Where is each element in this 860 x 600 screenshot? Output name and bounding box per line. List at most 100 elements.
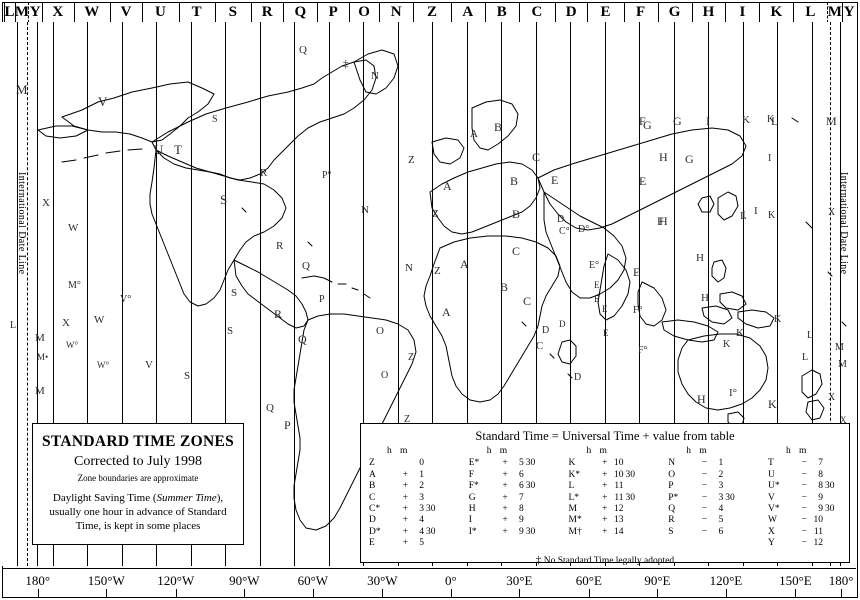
offset-hours: 4 (419, 515, 424, 526)
offset-hours: 1 (718, 458, 724, 469)
map-zone-letter-18: S (212, 114, 218, 125)
offset-minutes (526, 470, 542, 481)
offset-table-column-1: h m E* +5 30 F +6 F* +6 30 G +7 H +8 I +9 I* +9 30 (469, 446, 542, 550)
hours-unit-label: h (586, 446, 592, 456)
offset-sign: + (502, 526, 508, 537)
zone-letter-divider-15 (450, 2, 452, 23)
offset-sign: + (602, 504, 608, 515)
map-zone-letter-47: B (510, 174, 519, 188)
zone-letter-cell-14: Z (427, 4, 438, 20)
map-zone-letter-9: W° (66, 340, 79, 350)
offset-hours: 6 (718, 526, 724, 537)
zone-letter-cell-3: X (52, 4, 64, 20)
offset-hours: 1 (419, 469, 424, 480)
offset-table-row: Q −4 (668, 504, 741, 515)
zone-letter-divider-4 (73, 2, 75, 23)
dst-text-a: Daylight Saving Time ( (52, 492, 157, 504)
map-zone-letter-84: I (754, 205, 758, 217)
map-zone-letter-13: M (35, 385, 45, 397)
offset-table-row: V −9 (768, 493, 841, 504)
zone-letter-divider-14 (413, 2, 415, 23)
offset-table-column-2: h m K +10 K* +10 30 L +11 L* +11 30 M +12 M* +13 M† +14 (569, 446, 642, 550)
offset-hours: 10 (614, 469, 624, 480)
zone-letter-divider-22 (691, 2, 693, 23)
offset-sign: + (502, 458, 508, 469)
offset-hours: 11 (614, 492, 624, 503)
offset-sign: − (701, 458, 708, 469)
map-zone-letter-66: D (574, 372, 582, 383)
map-zone-letter-15: V (98, 94, 108, 109)
map-zone-letter-75: H (659, 150, 668, 164)
map-zone-letter-55: C (536, 340, 544, 352)
map-zone-letter-27: Q (302, 260, 310, 272)
map-zone-letter-21: ‡ (343, 58, 349, 70)
offset-minutes (426, 493, 442, 504)
offset-table-row: C +3 (369, 493, 442, 504)
map-zone-letter-72: F° (633, 305, 643, 316)
zone-letter-cell-2: Y (29, 4, 41, 20)
longitude-label-10: 120°E (709, 573, 743, 588)
offset-sign: − (701, 515, 708, 526)
dst-text-d: Time, is kept in some places (75, 520, 201, 532)
offset-sign: + (402, 538, 408, 549)
zone-key: M (568, 504, 577, 515)
offset-sign: − (701, 492, 708, 503)
map-zone-letter-33: P (319, 294, 325, 305)
zone-key: L (568, 481, 575, 492)
offset-table-column-3: h m N −1 O −2 P −3 P* −3 30 Q −4 R −5 S −6 (668, 446, 741, 550)
offset-sign: + (402, 504, 408, 515)
offset-minutes: 30 (625, 492, 636, 503)
longitude-label-11: 150°E (779, 573, 812, 588)
map-zone-letter-7: X (62, 317, 70, 329)
map-zone-letter-19: S (220, 192, 228, 207)
map-zone-letter-77: H (696, 252, 704, 264)
map-zone-letter-98: M (835, 342, 844, 353)
longitude-label-7: 30°E (506, 573, 533, 588)
offset-hours: 9 (818, 504, 823, 515)
offset-minutes (626, 481, 642, 492)
map-zone-letter-61: D° (578, 224, 590, 235)
zone-key: P (668, 481, 674, 492)
zone-letter-divider-2 (28, 2, 30, 23)
map-zone-letter-30: S (227, 325, 234, 337)
map-zone-letter-95: L (807, 330, 814, 341)
dst-text-italic: Summer Time (156, 492, 217, 504)
offset-table-row: K* +10 30 (569, 470, 642, 481)
zone-letter-divider-16 (484, 2, 486, 23)
map-zone-letter-80: G (673, 114, 682, 128)
offset-minutes: 30 (825, 504, 835, 515)
minutes-unit-label: m (799, 446, 807, 456)
offset-hours: 7 (818, 458, 823, 469)
longitude-label-5: 30°W (367, 573, 398, 588)
map-zone-letter-26: R (276, 240, 284, 252)
map-zone-letter-44: A (470, 128, 478, 140)
zone-letter-cell-18: D (565, 4, 577, 20)
zone-letter-cell-25: L (805, 4, 816, 20)
zone-key: K* (568, 469, 581, 480)
offset-table-row: I* +9 30 (469, 527, 542, 538)
map-zone-letter-8: W (94, 314, 105, 326)
offset-hours: 11 (614, 481, 624, 492)
offset-hours: 11 (813, 526, 823, 537)
offset-table-row: E* +5 30 (469, 458, 542, 469)
footnote-dagger-icon: ‡ (535, 553, 542, 566)
longitude-tick-2 (175, 589, 177, 598)
longitude-label-8: 60°E (575, 573, 602, 588)
longitude-tick-6 (450, 589, 452, 598)
offset-hours: 12 (813, 538, 824, 549)
longitude-label-2: 120°W (157, 573, 195, 588)
zone-key: M* (568, 515, 582, 526)
offset-minutes (825, 493, 841, 504)
offset-sign: − (801, 458, 807, 469)
zone-letter-divider-9 (250, 2, 252, 23)
zone-letter-divider-11 (317, 2, 319, 23)
zone-letter-divider-18 (554, 2, 556, 23)
longitude-tick-12 (841, 589, 843, 598)
offset-minutes: 30 (825, 481, 835, 492)
map-zone-letter-10: M• (37, 352, 49, 362)
legend-title: STANDARD TIME ZONES (41, 433, 235, 450)
offset-table-column-0: h m Z 0 A +1 B +2 C +3 C* +3 30 D +4 D* +4 30 E +5 (369, 446, 442, 550)
dst-text-b: ), (216, 492, 224, 504)
zone-letter-divider-25 (793, 2, 795, 23)
zone-letter-divider-13 (379, 2, 381, 23)
